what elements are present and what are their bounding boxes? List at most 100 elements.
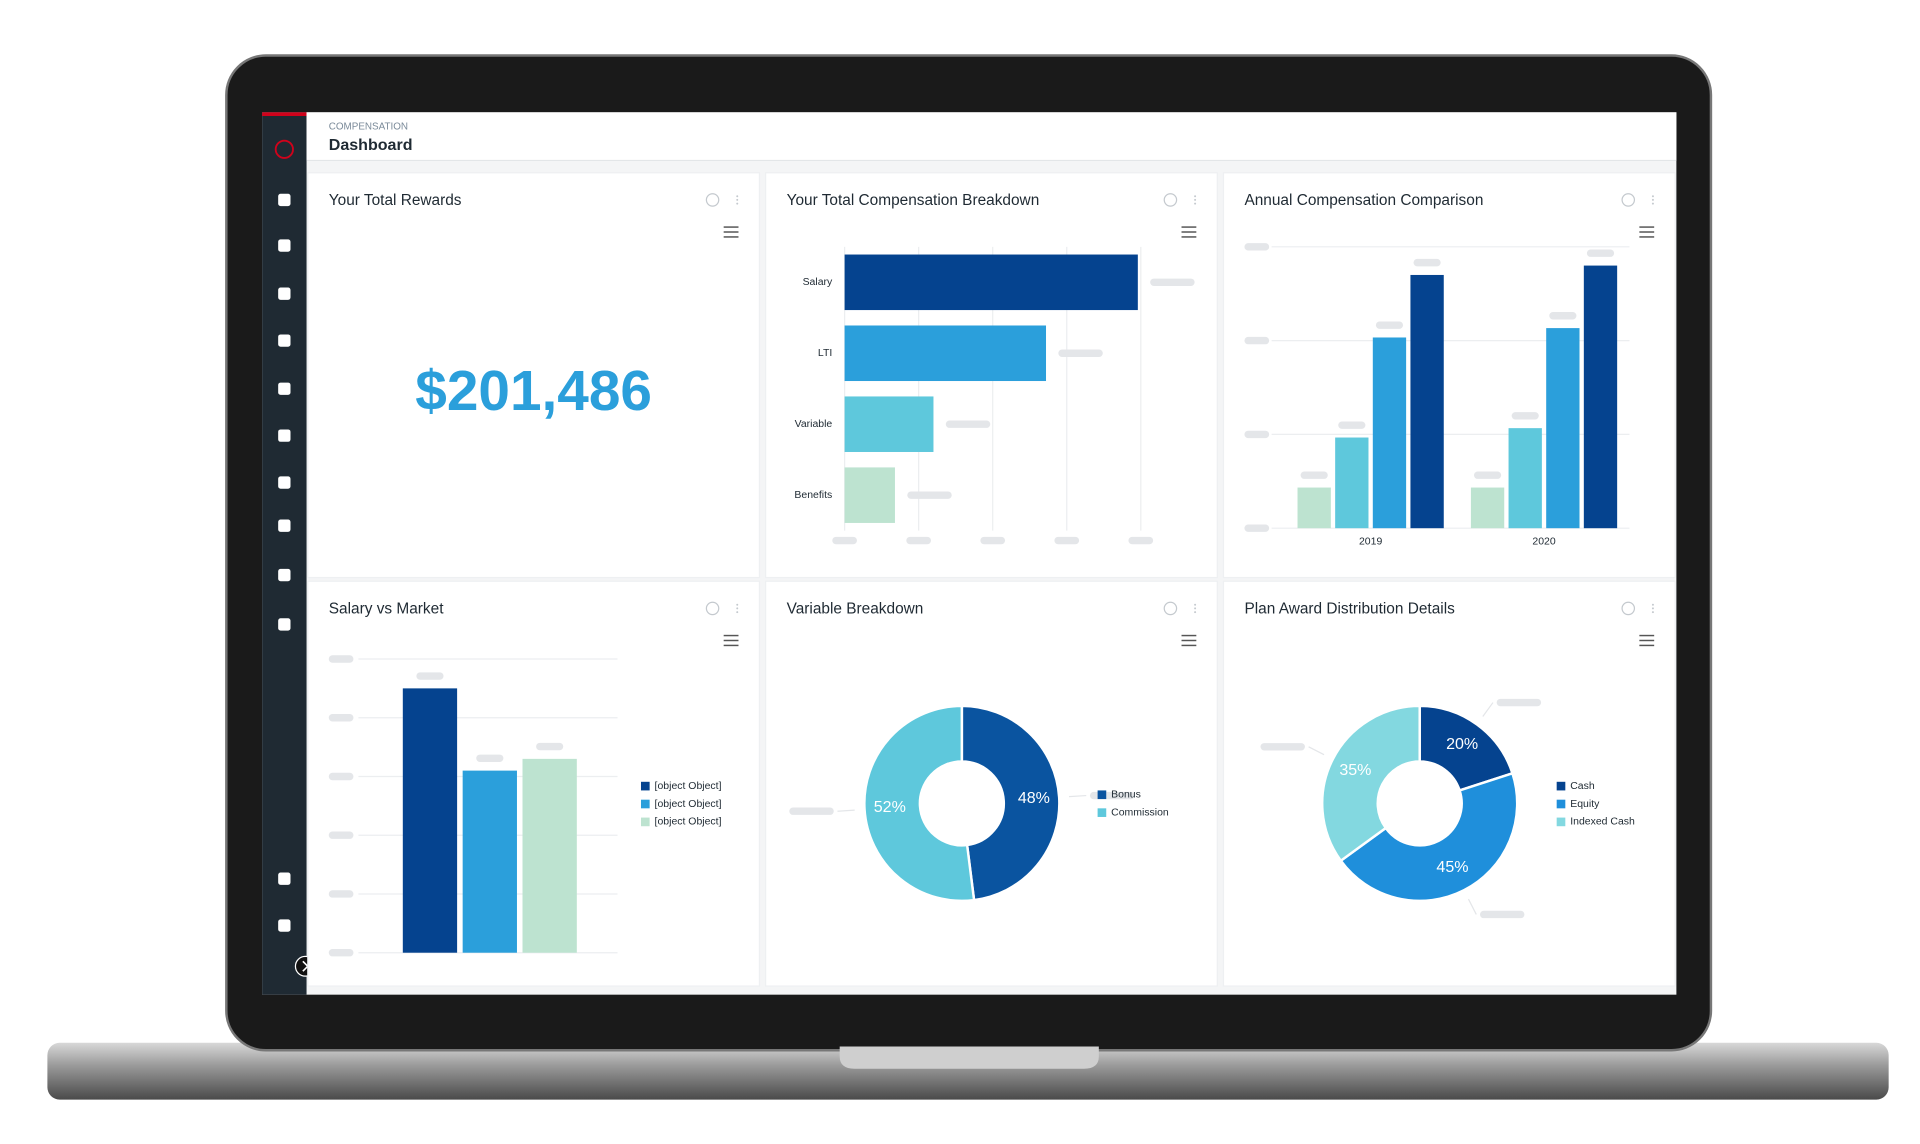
placeholder-label xyxy=(1586,249,1615,257)
data-label: 45% xyxy=(1436,858,1468,876)
donut-slice xyxy=(1339,771,1519,903)
menu-dot xyxy=(736,202,739,205)
info-icon[interactable] xyxy=(1163,193,1178,207)
nav-icon[interactable] xyxy=(278,193,291,207)
menu-dot xyxy=(1194,195,1197,198)
bar xyxy=(844,325,1047,382)
legend-swatch xyxy=(1097,808,1107,817)
menu-dot xyxy=(1194,202,1197,205)
placeholder-label xyxy=(328,949,354,957)
placeholder-label xyxy=(1375,321,1404,329)
data-label: 35% xyxy=(1339,761,1371,779)
placeholder-label xyxy=(328,714,354,722)
bar xyxy=(1297,487,1331,529)
placeholder-label xyxy=(789,807,834,815)
sidebar xyxy=(262,112,307,995)
menu-dot xyxy=(736,603,739,606)
menu-dot xyxy=(736,198,739,201)
placeholder-label xyxy=(328,831,354,839)
panel-title: Your Total Rewards xyxy=(329,192,462,209)
legend-label: [object Object] xyxy=(655,817,722,828)
info-icon[interactable] xyxy=(1621,193,1636,207)
placeholder-label xyxy=(416,672,444,680)
legend-label: Equity xyxy=(1570,799,1600,810)
info-icon[interactable] xyxy=(1163,601,1178,616)
placeholder-label xyxy=(536,742,564,751)
placeholder-label xyxy=(832,536,857,545)
info-icon[interactable] xyxy=(1621,601,1636,616)
y-tick-label: LTI xyxy=(818,348,832,359)
menu-dot xyxy=(1194,607,1197,610)
legend-swatch xyxy=(640,781,650,791)
placeholder-label xyxy=(1473,471,1502,479)
header xyxy=(306,112,1677,161)
bar xyxy=(1546,328,1580,529)
data-label: 48% xyxy=(1018,789,1050,807)
placeholder-label xyxy=(1260,743,1305,751)
panel-title: Plan Award Distribution Details xyxy=(1244,601,1455,618)
leader-line xyxy=(1068,794,1087,798)
placeholder-label xyxy=(1150,278,1195,286)
placeholder-label xyxy=(907,491,952,499)
logo[interactable] xyxy=(274,139,294,159)
legend-label: [object Object] xyxy=(655,781,722,792)
sidebar-icons xyxy=(278,193,291,932)
leader-line xyxy=(1467,898,1477,915)
nav-icon[interactable] xyxy=(278,872,291,885)
placeholder-label xyxy=(1413,258,1441,267)
panel-title: Annual Compensation Comparison xyxy=(1244,192,1483,209)
legend-label: Bonus xyxy=(1111,790,1141,801)
panel xyxy=(765,580,1218,987)
data-label: 52% xyxy=(874,798,906,816)
placeholder-label xyxy=(980,536,1006,545)
nav-icon[interactable] xyxy=(278,568,291,582)
donut-slice xyxy=(863,704,976,903)
nav-icon[interactable] xyxy=(278,382,291,395)
breadcrumb: COMPENSATION xyxy=(329,122,408,133)
menu-dot xyxy=(736,195,739,198)
panel xyxy=(1222,580,1676,987)
data-label: 20% xyxy=(1446,735,1478,753)
legend-label: [object Object] xyxy=(655,799,722,810)
menu-dot xyxy=(736,607,739,610)
bar xyxy=(1372,337,1407,529)
nav-icon[interactable] xyxy=(278,519,291,532)
bar xyxy=(1583,265,1618,529)
nav-icon[interactable] xyxy=(278,618,291,631)
legend-label: Commission xyxy=(1111,807,1169,818)
x-tick-label: 2019 xyxy=(1359,537,1382,548)
legend-swatch xyxy=(1556,781,1566,791)
info-icon[interactable] xyxy=(705,193,720,207)
nav-icon[interactable] xyxy=(278,919,291,932)
bar xyxy=(402,688,458,953)
menu-dot xyxy=(736,611,739,614)
legend-swatch xyxy=(1556,799,1566,809)
placeholder-label xyxy=(1244,243,1270,251)
placeholder-label xyxy=(906,536,931,545)
placeholder-label xyxy=(328,655,354,663)
y-tick-label: Salary xyxy=(803,277,833,288)
nav-icon[interactable] xyxy=(278,334,291,347)
nav-icon[interactable] xyxy=(278,239,291,252)
menu-dot xyxy=(1651,611,1654,614)
panel-title: Your Total Compensation Breakdown xyxy=(787,192,1040,209)
info-icon[interactable] xyxy=(705,601,720,616)
panel-title: Salary vs Market xyxy=(329,601,444,618)
y-tick-label: Variable xyxy=(795,419,833,430)
nav-icon[interactable] xyxy=(278,476,291,489)
menu-dot xyxy=(1194,198,1197,201)
menu-dot xyxy=(1651,603,1654,606)
placeholder-label xyxy=(1549,312,1577,320)
legend-label: Indexed Cash xyxy=(1570,817,1635,828)
menu-dot xyxy=(1194,603,1197,606)
bar xyxy=(1470,487,1505,529)
bar xyxy=(844,254,1138,311)
panel-title: Variable Breakdown xyxy=(787,601,924,618)
nav-icon[interactable] xyxy=(278,287,291,300)
bar xyxy=(1508,428,1542,529)
page-title: Dashboard xyxy=(329,136,413,154)
legend-swatch xyxy=(1556,817,1566,827)
bar xyxy=(522,758,577,953)
nav-icon[interactable] xyxy=(278,429,291,442)
